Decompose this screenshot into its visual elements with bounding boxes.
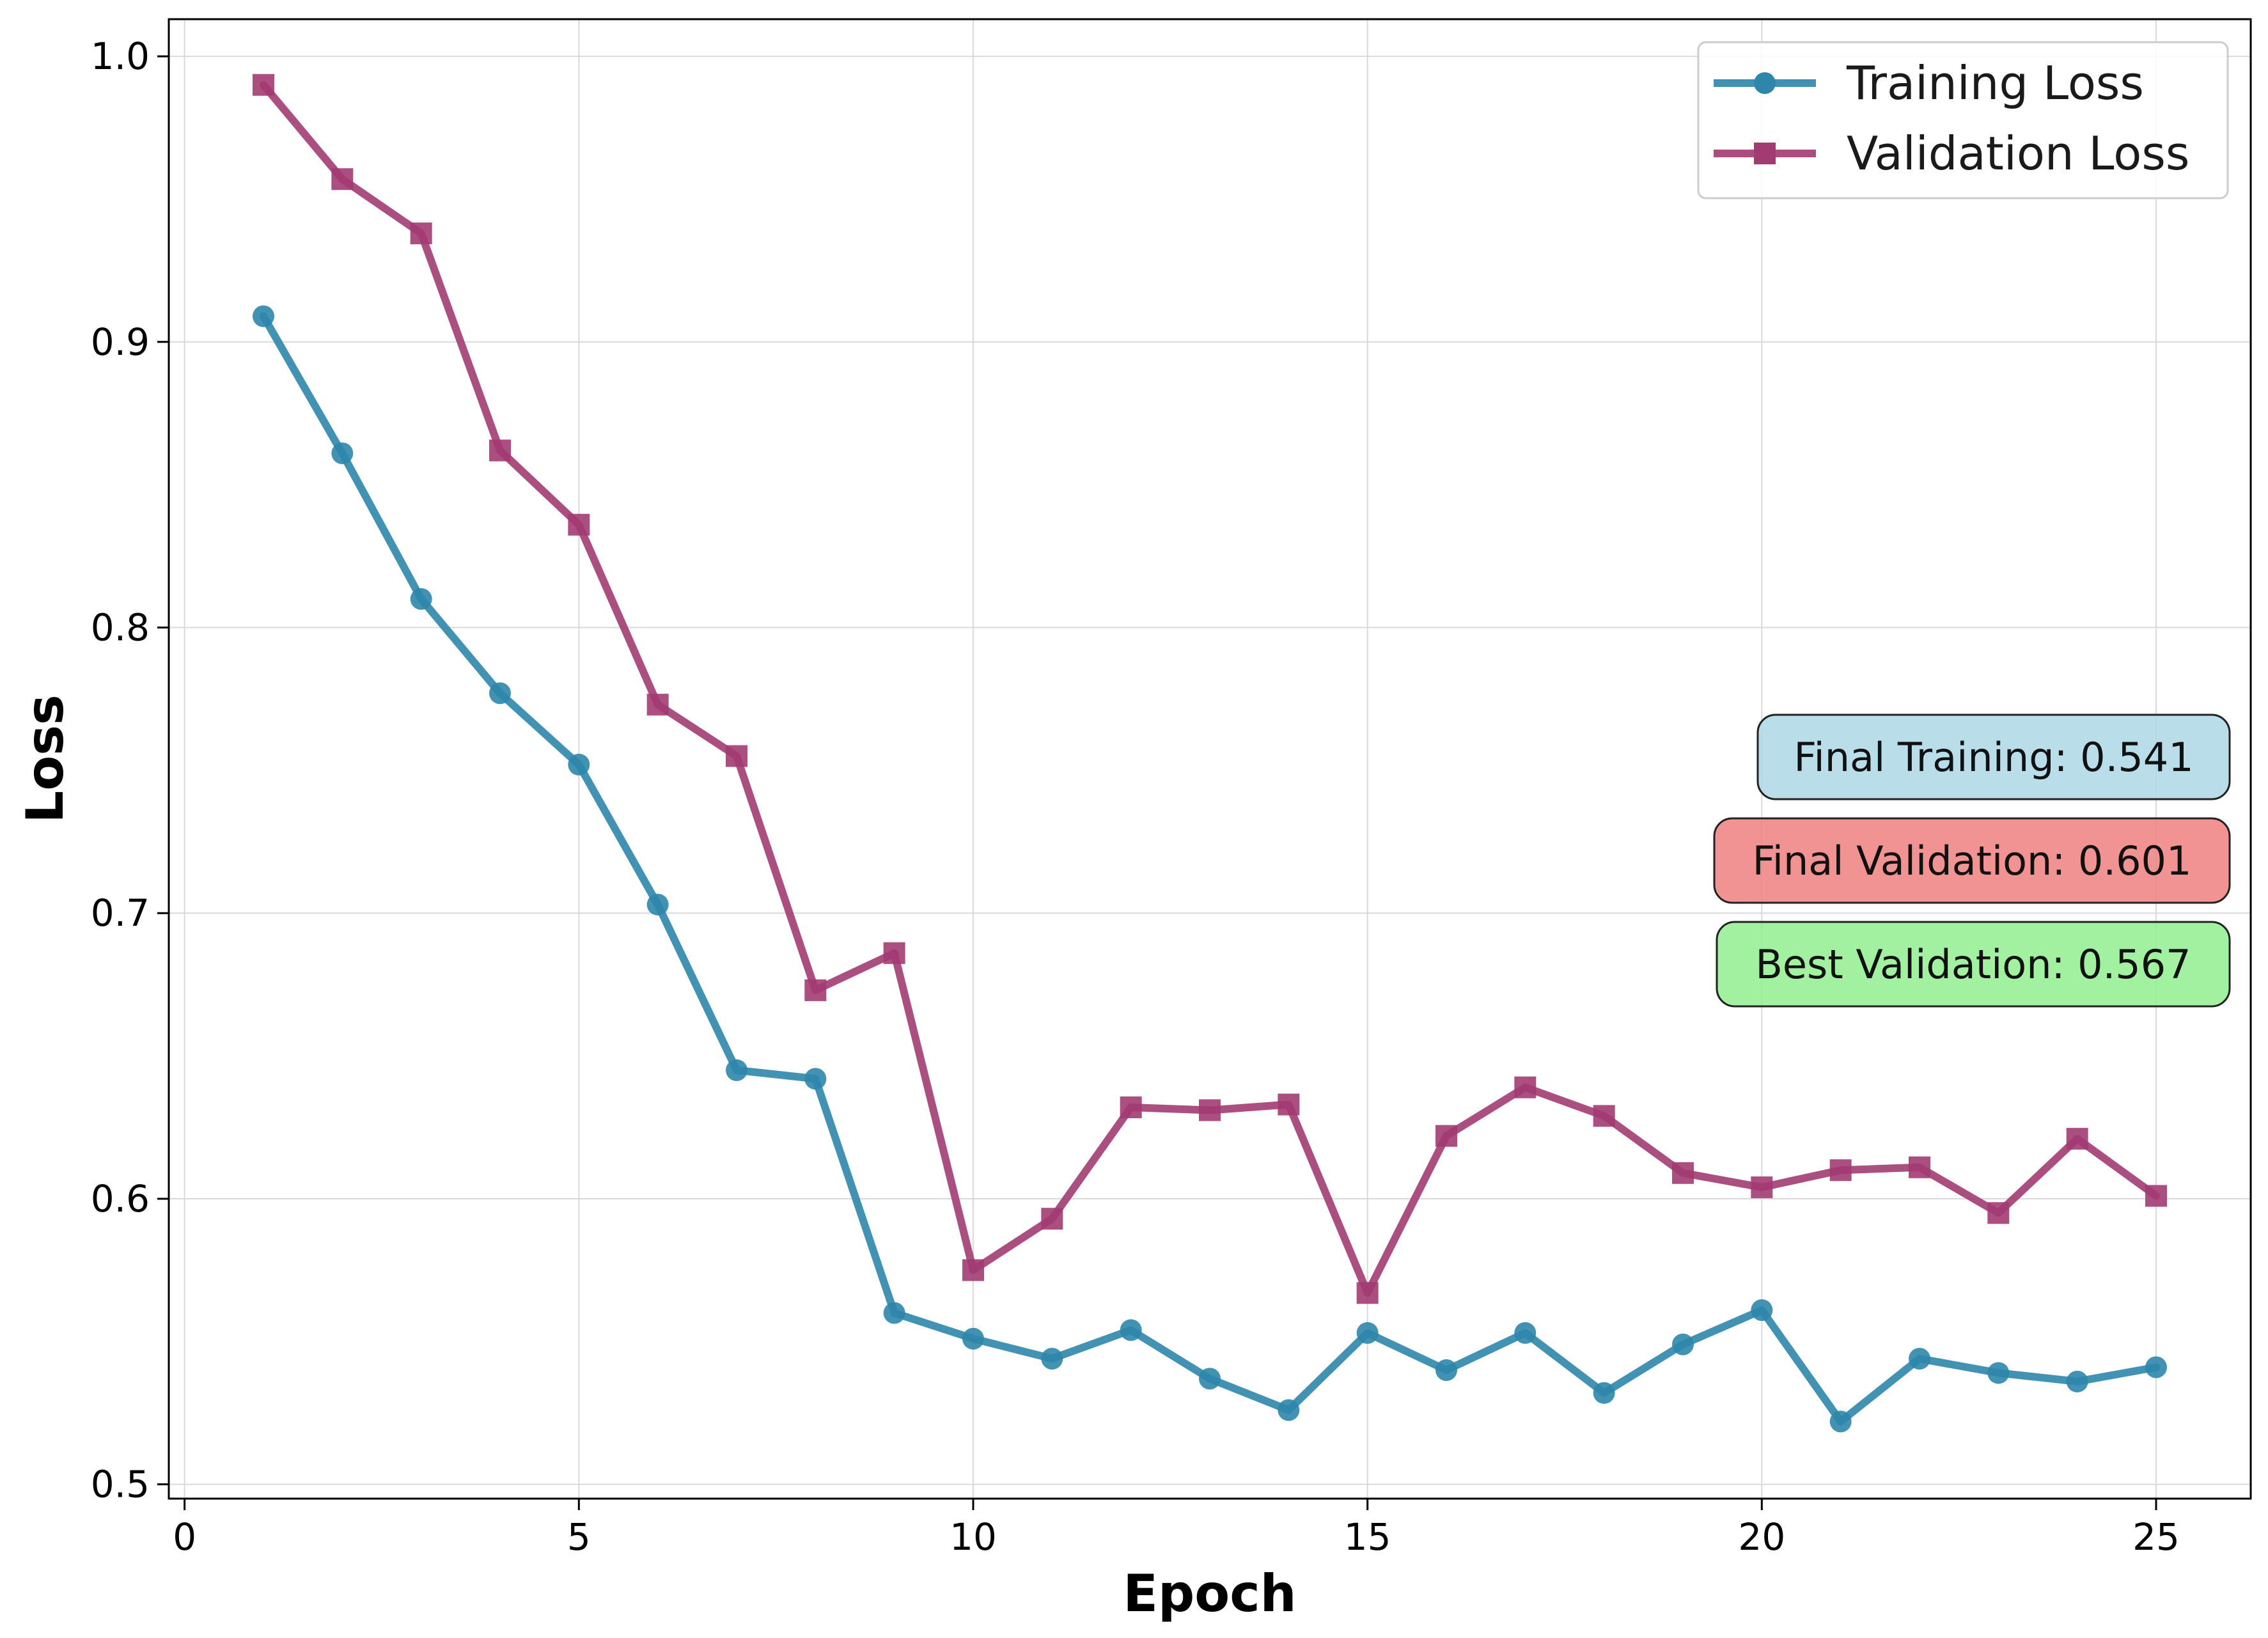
validation-loss-point <box>1593 1105 1615 1127</box>
x-tick-label: 0 <box>173 1515 196 1559</box>
legend-box <box>1697 41 2229 199</box>
training-loss-point <box>646 893 669 916</box>
training-loss-point <box>410 588 432 610</box>
x-tick-label: 10 <box>950 1515 997 1559</box>
training-loss-point <box>1435 1359 1457 1381</box>
training-loss-point <box>1120 1319 1142 1341</box>
validation-loss-point <box>1829 1159 1852 1182</box>
validation-loss-point <box>1672 1162 1694 1184</box>
training-loss-point <box>1593 1382 1615 1404</box>
y-tick-label: 0.9 <box>91 320 150 364</box>
legend-validation-label: Validation Loss <box>1847 127 2189 180</box>
validation-loss-point <box>2066 1128 2088 1150</box>
training-loss-point <box>253 305 274 327</box>
legend-validation-marker <box>1754 143 1776 164</box>
validation-loss-point <box>1435 1125 1457 1147</box>
training-loss-point <box>883 1302 905 1324</box>
validation-loss-point <box>1041 1208 1063 1230</box>
validation-loss-point <box>1120 1096 1142 1118</box>
y-tick-label: 0.5 <box>91 1463 150 1506</box>
y-tick-label: 0.6 <box>91 1177 150 1221</box>
validation-loss-point <box>410 222 432 245</box>
annotations: Final Training: 0.541 Final Validation: 0… <box>1713 714 2231 1008</box>
training-loss-point <box>1041 1348 1063 1370</box>
y-axis-title: Loss <box>15 694 75 823</box>
training-loss-point <box>726 1059 747 1081</box>
x-tick-label: 5 <box>567 1515 591 1559</box>
legend-training-marker <box>1754 72 1776 94</box>
training-loss-point <box>1278 1399 1300 1421</box>
training-loss-point <box>1672 1333 1694 1355</box>
legend-training-label: Training Loss <box>1846 56 2144 110</box>
validation-loss-point <box>1278 1093 1300 1116</box>
training-loss-point <box>1514 1322 1537 1344</box>
training-loss-point <box>1751 1299 1773 1322</box>
y-tick-label: 0.8 <box>91 606 150 650</box>
validation-loss-point <box>962 1259 984 1281</box>
validation-loss-point <box>1909 1156 1930 1178</box>
validation-loss-point <box>1751 1176 1773 1199</box>
best-validation-annotation-text: Best Validation: 0.567 <box>1755 941 2191 988</box>
validation-loss-point <box>1356 1282 1379 1304</box>
validation-loss-point <box>646 694 669 716</box>
ticks: 0 5 10 15 20 25 0.5 0.6 0.7 0.8 0.9 1.0 <box>91 35 2180 1559</box>
plot-frame <box>168 18 2252 1500</box>
x-tick-label: 25 <box>2132 1515 2180 1559</box>
x-axis-title: Epoch <box>1123 1564 1296 1623</box>
training-loss-point <box>2145 1356 2167 1378</box>
training-loss-point <box>1199 1368 1221 1390</box>
y-tick-label: 0.7 <box>91 891 150 935</box>
y-tick-label: 1.0 <box>91 35 150 78</box>
validation-loss-point <box>253 74 274 96</box>
validation-loss-point <box>489 439 511 462</box>
x-tick-label: 15 <box>1344 1515 1391 1559</box>
final-validation-annotation-box <box>1713 817 2231 904</box>
validation-loss-point <box>1199 1099 1221 1121</box>
training-loss-point <box>1909 1348 1930 1370</box>
training-loss-point <box>2066 1370 2088 1392</box>
validation-loss-point <box>883 942 905 964</box>
training-loss-point <box>804 1068 827 1090</box>
legend: Training Loss Validation Loss <box>1697 41 2229 199</box>
validation-loss-point <box>804 979 827 1001</box>
training-loss-point <box>1987 1362 2010 1384</box>
training-loss-point <box>1829 1410 1852 1433</box>
final-training-annotation-text: Final Training: 0.541 <box>1794 734 2193 781</box>
validation-loss-point <box>331 168 354 191</box>
training-loss-point <box>1356 1322 1379 1344</box>
training-loss-point <box>489 682 511 705</box>
final-training-annotation-box <box>1756 714 2231 800</box>
validation-loss-point <box>2145 1185 2167 1207</box>
best-validation-annotation-box <box>1716 921 2231 1008</box>
final-validation-annotation-text: Final Validation: 0.601 <box>1753 838 2192 884</box>
series-layer <box>253 74 2167 1433</box>
training-loss-point <box>331 442 354 465</box>
validation-loss-point <box>726 745 747 767</box>
validation-loss-point <box>1514 1076 1537 1098</box>
training-loss-point <box>568 753 590 776</box>
validation-loss-point <box>568 513 590 536</box>
validation-loss-point <box>1987 1202 2010 1224</box>
x-tick-label: 20 <box>1738 1515 1785 1559</box>
training-loss-point <box>962 1327 984 1350</box>
